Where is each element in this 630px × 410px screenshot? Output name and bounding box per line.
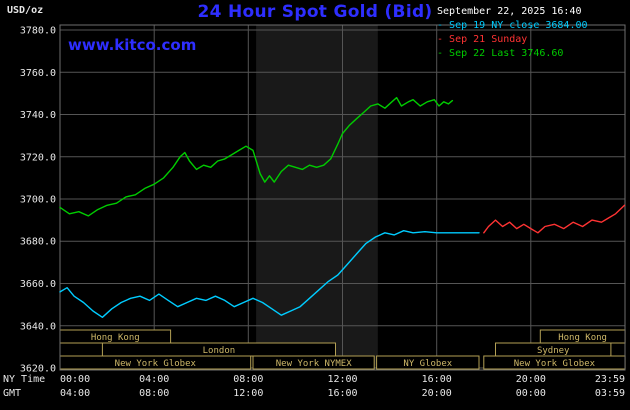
legend-label: Sep 19 NY close 3684.00 [449,20,588,31]
y-tick-label: 3740.0 [20,110,56,121]
series-sep22-last [59,96,454,217]
session-label: New York Globex [115,359,197,369]
series-sep19-ny-close [59,229,480,318]
y-tick-label: 3780.0 [20,26,56,37]
legend-item: - Sep 22 Last 3746.60 [437,47,588,61]
legend-label: Sep 22 Last 3746.60 [449,48,564,59]
y-axis-unit-label: USD/oz [7,5,44,16]
nymex-session-band [256,25,378,370]
x-tick-label: 12:00 [327,374,357,385]
x-tick-label: 03:59 [595,388,625,399]
session-label: New York NYMEX [276,359,352,369]
x-tick-label: 20:00 [516,374,546,385]
session-label: Hong Kong [558,333,607,343]
y-tick-label: 3700.0 [20,195,56,206]
legend-item: - Sep 19 NY close 3684.00 [437,19,588,33]
y-tick-label: 3680.0 [20,237,56,248]
session-label: Hong Kong [91,333,140,343]
legend-dash-marker: - [437,20,450,31]
legend-label: Sep 21 Sunday [449,34,528,45]
plot-border [59,24,626,371]
chart-legend: September 22, 2025 16:40 - Sep 19 NY clo… [437,5,588,61]
x-tick-label: 04:00 [60,388,90,399]
y-tick-label: 3620.0 [20,364,56,375]
x-tick-label: 16:00 [422,374,452,385]
x-axis-row-name: NY Time [3,374,45,385]
x-tick-label: 20:00 [422,388,452,399]
legend-item: - Sep 21 Sunday [437,33,588,47]
session-label: Sydney [537,346,570,356]
legend-dash-marker: - [437,34,450,45]
series-sep21-sunday [483,204,626,234]
legend-lines: - Sep 19 NY close 3684.00- Sep 21 Sunday… [437,19,588,61]
x-tick-label: 12:00 [233,388,263,399]
y-tick-label: 3660.0 [20,279,56,290]
y-tick-label: 3640.0 [20,321,56,332]
x-tick-label: 00:00 [516,388,546,399]
x-tick-label: 16:00 [327,388,357,399]
x-tick-label: 04:00 [139,374,169,385]
session-label: London [203,346,236,356]
x-axis-row-name: GMT [3,388,21,399]
x-tick-label: 08:00 [139,388,169,399]
legend-dash-marker: - [437,48,450,59]
y-tick-label: 3760.0 [20,68,56,79]
x-tick-label: 23:59 [595,374,625,385]
page-title: 24 Hour Spot Gold (Bid) [197,2,433,22]
kitco-watermark-link[interactable]: www.kitco.com [68,36,197,54]
y-tick-label: 3720.0 [20,152,56,163]
session-box [376,355,480,370]
x-tick-label: 00:00 [60,374,90,385]
datetime-label: September 22, 2025 16:40 [437,6,582,17]
session-label: New York Globex [514,359,596,369]
x-tick-label: 08:00 [233,374,263,385]
session-label: NY Globex [403,359,452,369]
session-box [252,355,375,370]
